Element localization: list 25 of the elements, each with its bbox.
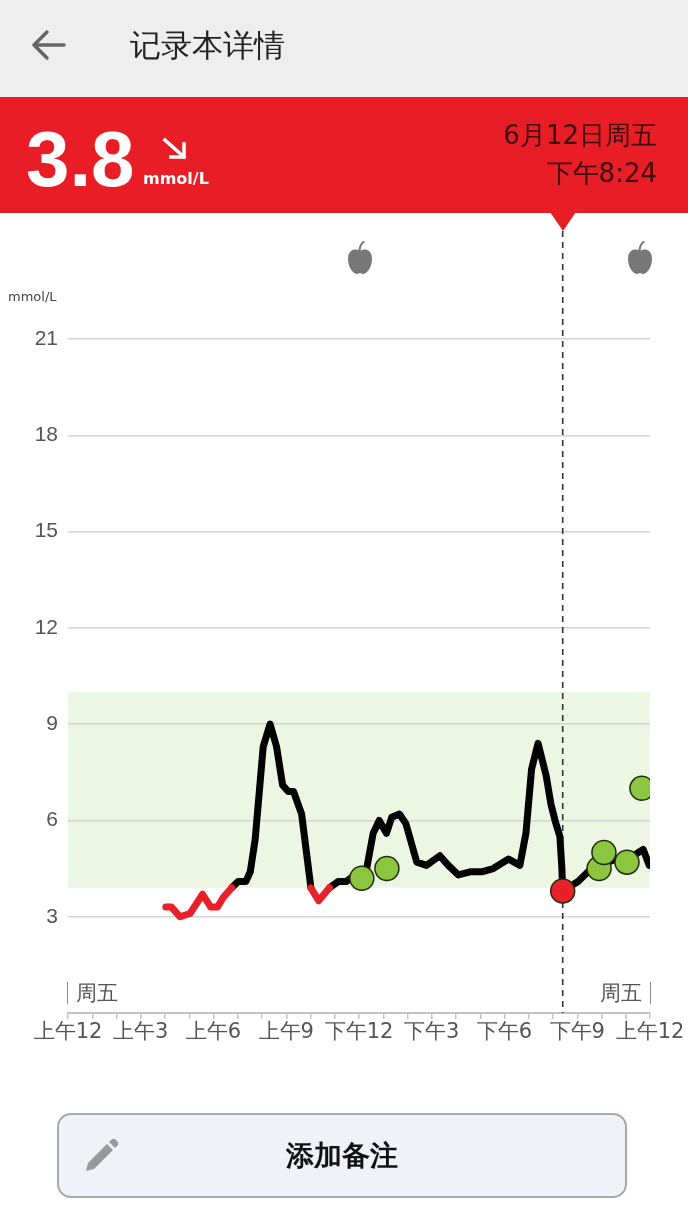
y-tick-label: 9 (46, 710, 58, 734)
x-tick-label: 下午9 (549, 1019, 605, 1044)
y-tick-label: 3 (46, 903, 58, 927)
annotation: 周五 (600, 981, 651, 1005)
y-axis-title: mmol/L (8, 289, 58, 305)
y-tick-label: 6 (46, 807, 58, 831)
y-tick-label: 18 (34, 422, 58, 446)
x-tick-label: 上午6 (185, 1019, 242, 1044)
y-tick-label: 12 (34, 614, 58, 638)
text: 6月12日周五 (503, 119, 657, 151)
x-tick-label: 下午6 (476, 1019, 533, 1044)
text: mmol/L (143, 169, 209, 189)
text: 3.8 (26, 115, 135, 203)
x-tick-label: 下午12 (324, 1019, 394, 1044)
x-tick-label: 上午9 (258, 1019, 314, 1044)
x-tick-label: 上午12 (615, 1019, 685, 1044)
chart-title: 记录本详情 (130, 26, 285, 65)
x-tick-label: 下午3 (404, 1019, 460, 1044)
y-tick-label: 15 (34, 518, 58, 542)
text: 下午8:24 (546, 157, 657, 189)
y-tick-label: 21 (34, 325, 58, 349)
note-button: 添加备注 (57, 1113, 627, 1198)
annotation: 周五 (67, 981, 118, 1005)
x-tick-label: 上午12 (33, 1019, 103, 1044)
x-tick-label: 上午3 (113, 1019, 169, 1044)
